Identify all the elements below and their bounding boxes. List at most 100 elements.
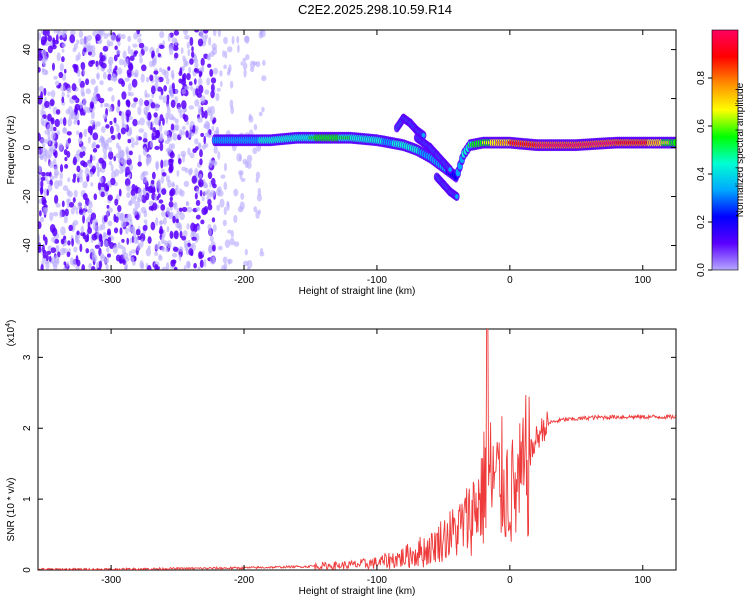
noise-speckle <box>159 220 165 225</box>
noise-speckle <box>262 59 266 66</box>
noise-speckle <box>211 217 216 223</box>
noise-speckle <box>106 68 113 74</box>
noise-speckle <box>103 214 108 223</box>
colorbar-label: Normalized spectral amplitude <box>735 82 746 217</box>
noise-speckle <box>120 127 126 135</box>
noise-speckle <box>40 138 46 144</box>
noise-speckle <box>219 80 223 88</box>
noise-speckle <box>161 188 167 195</box>
noise-speckle <box>157 193 161 199</box>
noise-speckle <box>128 164 134 171</box>
noise-speckle <box>157 53 161 58</box>
snr-y-ticks: 0 1 2 3 <box>22 354 676 573</box>
noise-speckle <box>95 85 99 93</box>
noise-speckle <box>110 164 114 172</box>
noise-speckle <box>155 217 159 226</box>
colorbar-tick-label: 0.2 <box>696 215 707 229</box>
noise-speckle <box>64 164 69 169</box>
noise-speckle <box>69 34 76 44</box>
noise-speckle <box>191 46 194 52</box>
noise-speckle <box>38 132 41 142</box>
noise-speckle <box>171 73 175 80</box>
noise-speckle <box>249 66 255 73</box>
noise-speckle <box>137 106 142 116</box>
noise-speckle <box>49 211 54 222</box>
noise-speckle <box>162 160 167 168</box>
noise-speckle <box>95 144 100 149</box>
noise-speckle <box>61 32 66 38</box>
noise-speckle <box>194 30 200 33</box>
snr-scale-base: (x10 <box>6 326 17 346</box>
noise-speckle <box>197 266 201 270</box>
noise-speckle <box>191 175 197 184</box>
noise-speckle <box>64 208 69 217</box>
noise-speckle <box>194 168 199 177</box>
noise-speckle <box>133 236 138 245</box>
noise-speckle <box>167 179 172 188</box>
noise-speckle <box>153 112 158 118</box>
noise-speckle <box>66 198 71 204</box>
noise-speckle <box>150 85 156 95</box>
noise-speckle <box>180 130 186 136</box>
noise-speckle <box>181 74 185 83</box>
snr-scale-label: (x104) <box>5 320 17 347</box>
noise-speckle <box>154 251 159 257</box>
noise-speckle <box>198 30 204 37</box>
noise-speckle <box>41 48 47 58</box>
noise-speckle <box>173 52 179 59</box>
noise-speckle <box>186 206 193 213</box>
noise-speckle <box>215 92 220 102</box>
y-tick-label: 0 <box>22 144 33 150</box>
noise-speckle <box>107 236 112 245</box>
noise-speckle <box>189 36 194 46</box>
noise-speckle <box>81 145 85 150</box>
noise-speckle <box>133 32 138 40</box>
noise-speckle <box>140 238 144 248</box>
noise-speckle <box>38 85 44 93</box>
noise-speckle <box>83 47 87 53</box>
noise-speckle <box>38 246 42 253</box>
noise-speckle <box>168 165 173 174</box>
noise-speckle <box>233 241 240 247</box>
noise-speckle <box>126 113 130 123</box>
noise-speckle <box>177 157 182 165</box>
noise-speckle <box>173 266 178 270</box>
noise-speckle <box>41 171 46 177</box>
noise-speckle <box>99 224 103 231</box>
noise-speckle <box>217 186 222 193</box>
noise-speckle <box>79 38 85 45</box>
noise-speckle <box>159 142 164 152</box>
noise-speckle <box>61 43 67 48</box>
noise-speckle <box>164 69 169 79</box>
noise-speckle <box>42 61 47 68</box>
noise-speckle <box>72 156 77 166</box>
noise-speckle <box>178 70 183 77</box>
noise-speckle <box>84 203 88 210</box>
noise-speckle <box>201 144 207 150</box>
noise-speckle <box>226 71 231 76</box>
noise-speckle <box>167 33 171 42</box>
noise-speckle <box>100 191 106 198</box>
noise-speckle <box>50 131 56 140</box>
noise-speckle <box>201 110 205 119</box>
noise-speckle <box>195 206 201 212</box>
noise-speckle <box>115 142 120 149</box>
noise-speckle <box>107 207 113 214</box>
ridge-branch-core <box>448 167 452 172</box>
noise-speckle <box>240 192 245 200</box>
colorbar-tick-label: 0.4 <box>696 167 707 181</box>
noise-speckle <box>163 130 170 136</box>
noise-speckle <box>145 248 152 257</box>
noise-speckle <box>124 262 128 270</box>
noise-speckle <box>53 126 57 132</box>
ridge-core <box>673 140 676 145</box>
noise-speckle <box>87 107 91 114</box>
noise-speckle <box>107 87 114 92</box>
snr-x-ticks: -300 -200 -100 0 100 <box>101 329 652 586</box>
noise-speckle <box>76 39 80 45</box>
noise-speckle <box>104 257 110 264</box>
noise-speckle <box>244 248 248 256</box>
noise-speckle <box>125 58 129 67</box>
noise-speckle <box>63 215 68 224</box>
noise-speckle <box>70 207 75 215</box>
